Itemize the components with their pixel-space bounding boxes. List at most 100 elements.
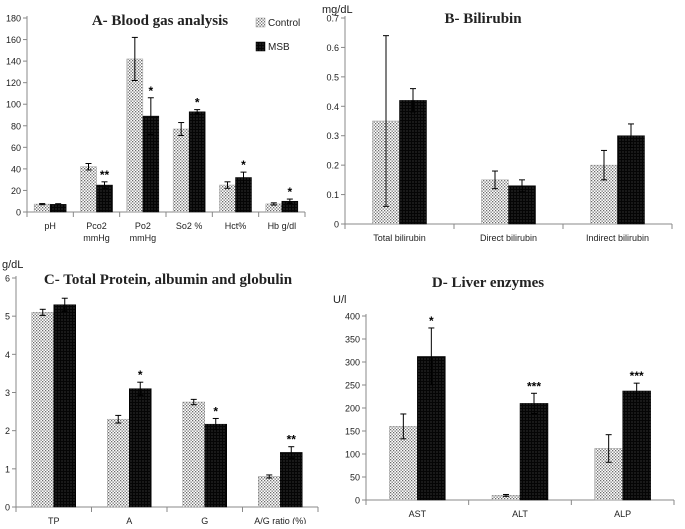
x-tick-label: Total bilirubin <box>373 233 426 243</box>
chart-panel-D: D- Liver enzymes U/l 0 50 100 150 200 250 300 350… <box>333 275 675 519</box>
x-tick-label: So2 % <box>176 221 203 231</box>
bar-msb <box>280 452 303 508</box>
x-tick-label: mmHg <box>83 233 110 243</box>
y-tick-label: 180 <box>6 14 21 24</box>
x-tick-label: Direct bilirubin <box>480 233 537 243</box>
y-tick-label: 140 <box>6 57 21 67</box>
bar-control <box>33 203 51 213</box>
bar-control <box>80 166 97 213</box>
chart-panel-B: B- Bilirubin mg/dL 0 0.1 0.2 0.3 0.4 0.5 0.6 0.7 T… <box>322 4 673 243</box>
significance-marker: * <box>213 404 218 418</box>
y-tick-label: 5 <box>5 312 10 322</box>
y-tick-label: 2 <box>5 426 10 436</box>
legend-label-control: Control <box>268 18 300 29</box>
y-tick-label: 100 <box>345 450 360 460</box>
significance-marker: *** <box>527 379 541 393</box>
y-axis-label: U/l <box>333 294 346 306</box>
y-tick-label: 4 <box>5 350 10 360</box>
y-tick-label: 150 <box>345 427 360 437</box>
y-tick-label: 100 <box>6 100 21 110</box>
legend-swatch-control <box>255 17 266 28</box>
bar-msb <box>622 390 651 501</box>
y-tick-label: 50 <box>350 473 360 483</box>
bar-control <box>219 184 236 213</box>
x-tick-label: mmHg <box>130 233 157 243</box>
y-tick-label: 160 <box>6 35 21 45</box>
y-tick-label: 350 <box>345 335 360 345</box>
x-tick-label: Po2 <box>135 221 151 231</box>
y-tick-label: 0 <box>334 220 339 230</box>
x-tick-label: TP <box>48 516 60 524</box>
significance-marker: * <box>429 314 434 328</box>
y-tick-label: 0.4 <box>326 102 339 112</box>
legend-label-msb: MSB <box>268 42 290 53</box>
y-tick-label: 3 <box>5 388 10 398</box>
chart-panel-A: A- Blood gas analysis 0 20 40 60 80 100 120 140 1… <box>6 13 306 243</box>
y-tick-label: 0.5 <box>326 72 339 82</box>
y-tick-label: 400 <box>345 312 360 322</box>
bar-msb <box>617 135 645 225</box>
bar-control <box>172 128 190 213</box>
chart-title: B- Bilirubin <box>444 11 522 27</box>
bar-control <box>126 58 144 213</box>
significance-marker: * <box>287 185 292 199</box>
y-axis-label: g/dL <box>2 259 23 271</box>
significance-marker: ** <box>287 433 297 447</box>
significance-marker: * <box>138 368 143 382</box>
y-tick-label: 40 <box>11 164 21 174</box>
x-tick-label: pH <box>44 221 56 231</box>
bar-msb <box>129 388 152 508</box>
y-tick-label: 0.2 <box>326 161 339 171</box>
y-tick-label: 80 <box>11 121 21 131</box>
y-tick-label: 120 <box>6 78 21 88</box>
y-tick-label: 0.3 <box>326 131 339 141</box>
significance-marker: *** <box>630 369 644 383</box>
y-tick-label: 6 <box>5 274 10 284</box>
legend-swatch-msb <box>255 41 266 52</box>
y-tick-label: 20 <box>11 186 21 196</box>
x-tick-label: AST <box>409 509 427 519</box>
bar-msb <box>49 204 67 213</box>
bar-msb <box>53 304 76 508</box>
chart-title: A- Blood gas analysis <box>92 13 228 29</box>
significance-marker: * <box>195 96 200 110</box>
bar-msb <box>399 100 427 225</box>
significance-marker: ** <box>100 168 110 182</box>
x-tick-label: Pco2 <box>86 221 107 231</box>
y-axis-label: mg/dL <box>322 4 353 16</box>
y-tick-label: 200 <box>345 404 360 414</box>
bar-msb <box>204 423 227 508</box>
chart-panel-C: C- Total Protein, albumin and globulin g/… <box>2 259 319 526</box>
significance-marker: * <box>148 84 153 98</box>
x-tick-label: Hb g/dl <box>268 221 297 231</box>
x-tick-label: Indirect bilirubin <box>586 233 649 243</box>
x-tick-label: A <box>126 516 132 524</box>
y-tick-label: 0 <box>16 208 21 218</box>
y-tick-label: 0 <box>5 503 10 513</box>
legend: Control MSB <box>255 17 300 53</box>
y-tick-label: 1 <box>5 464 10 474</box>
bar-control <box>31 312 54 508</box>
chart-title: C- Total Protein, albumin and globulin <box>44 272 293 288</box>
x-tick-label: Hct% <box>225 221 247 231</box>
significance-marker: * <box>241 158 246 172</box>
bar-msb <box>96 184 113 213</box>
bar-control <box>258 476 281 508</box>
bar-control <box>107 418 130 508</box>
y-tick-label: 300 <box>345 358 360 368</box>
y-tick-label: 0.1 <box>326 190 339 200</box>
bar-control <box>182 401 205 508</box>
x-tick-label: ALT <box>512 509 528 519</box>
x-tick-label: G <box>201 516 208 524</box>
chart-title: D- Liver enzymes <box>432 275 544 291</box>
x-tick-label: A/G ratio (%) <box>254 516 306 524</box>
bar-msb <box>519 403 549 501</box>
y-tick-label: 0.7 <box>326 14 339 24</box>
y-tick-label: 250 <box>345 381 360 391</box>
bar-msb <box>188 111 206 213</box>
y-tick-label: 0.6 <box>326 43 339 53</box>
y-tick-label: 60 <box>11 143 21 153</box>
x-tick-label: ALP <box>614 509 631 519</box>
